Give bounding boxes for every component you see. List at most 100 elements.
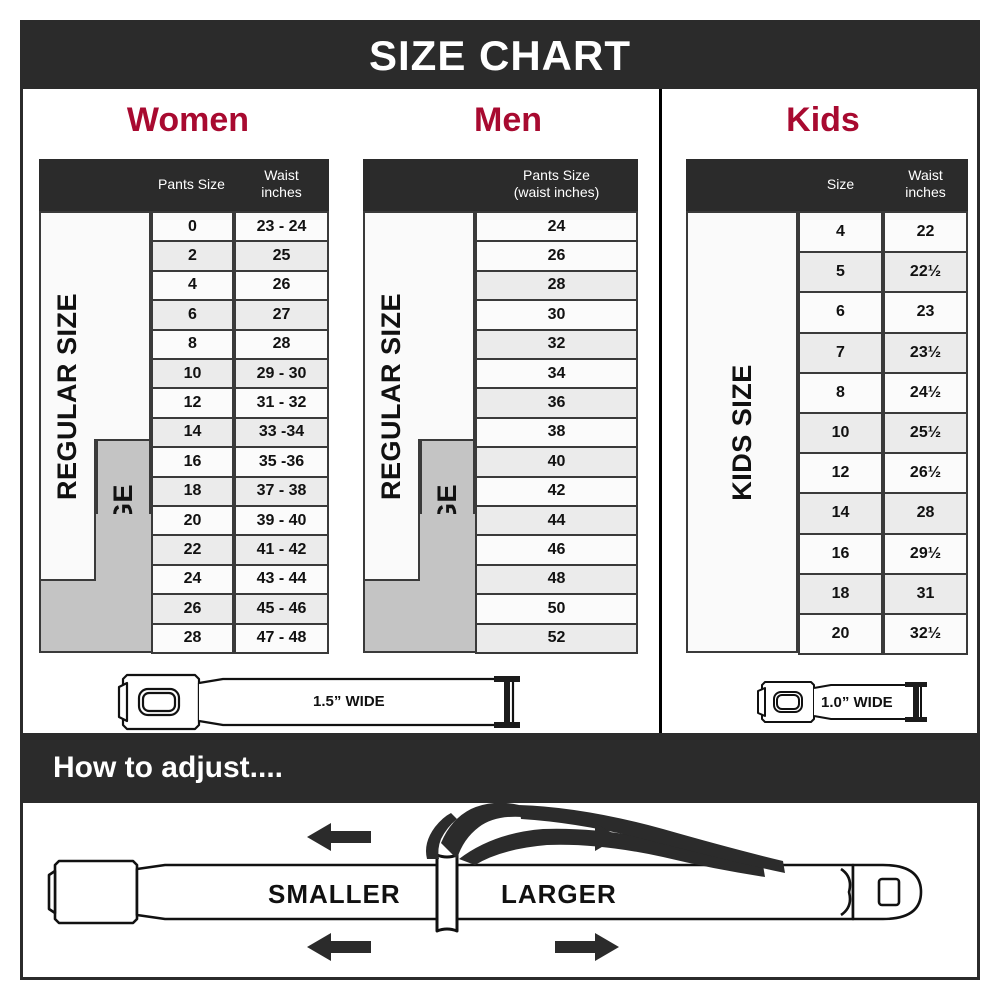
men-regular-extension: [418, 211, 475, 441]
kids-header-waist-line2: inches: [905, 184, 946, 200]
men-table: Pants Size (waist inches) X-LARGE REGULA…: [363, 159, 638, 659]
women-cell-size: 26: [151, 593, 234, 625]
women-header-waist: Waist inches: [234, 159, 329, 211]
women-group-regular: REGULAR SIZE: [39, 211, 96, 581]
women-cell-waist: 28: [234, 328, 329, 360]
vertical-divider: [659, 89, 662, 733]
kids-cell-size: 8: [798, 371, 883, 414]
men-cell-size: 48: [475, 563, 638, 596]
women-cell-waist: 31 - 32: [234, 387, 329, 419]
women-table: Pants Size Waist inches X-LARGE REGULAR …: [39, 159, 329, 659]
men-cell-size: 32: [475, 328, 638, 360]
width-caliper-wide: [494, 676, 520, 728]
men-group-regular: REGULAR SIZE: [363, 211, 420, 581]
men-cell-size: 34: [475, 358, 638, 390]
kids-header-waist-line1: Waist: [908, 167, 943, 184]
kids-cell-size: 12: [798, 452, 883, 495]
kids-group-label-text: KIDS SIZE: [726, 363, 757, 501]
kids-cell-waist: 25½: [883, 412, 968, 455]
women-cell-waist: 35 -36: [234, 446, 329, 478]
women-cell-size: 10: [151, 358, 234, 390]
women-cell-size: 6: [151, 299, 234, 331]
belt-width-label-narrow: 1.0” WIDE: [821, 694, 893, 711]
arrow-right-top-icon: [555, 823, 619, 851]
women-cell-size: 24: [151, 563, 234, 596]
kids-cell-size: 20: [798, 613, 883, 656]
women-cell-size: 20: [151, 505, 234, 537]
kids-cell-size: 6: [798, 291, 883, 334]
chart-frame: SIZE CHART Women Men Kids Pants Size Wai…: [20, 20, 980, 980]
kids-cell-waist: 24½: [883, 371, 968, 414]
women-cell-waist: 29 - 30: [234, 358, 329, 390]
women-cell-waist: 41 - 42: [234, 534, 329, 566]
women-cell-waist: 27: [234, 299, 329, 331]
women-cell-waist: 47 - 48: [234, 622, 329, 654]
women-cell-size: 18: [151, 475, 234, 507]
women-cell-size: 16: [151, 446, 234, 478]
kids-table-header: Size Waist inches: [686, 159, 968, 211]
adjust-belt-svg: SMALLER LARGER: [47, 803, 923, 961]
belt-svg-wide: [117, 673, 520, 731]
men-cell-size: 52: [475, 622, 638, 654]
how-to-adjust-bar: How to adjust....: [23, 733, 977, 803]
how-to-adjust-heading: How to adjust....: [53, 751, 283, 784]
women-header-waist-line2: inches: [261, 184, 302, 200]
kids-cell-waist: 23½: [883, 331, 968, 374]
women-cell-size: 28: [151, 622, 234, 654]
men-cell-size: 46: [475, 534, 638, 566]
adjust-illustration: SMALLER LARGER: [23, 803, 977, 977]
women-cell-waist: 43 - 44: [234, 563, 329, 596]
hand-icon: [426, 803, 785, 877]
men-header-line1: Pants Size: [523, 167, 590, 184]
kids-cell-size: 10: [798, 412, 883, 455]
men-cell-size: 36: [475, 387, 638, 419]
women-cell-size: 22: [151, 534, 234, 566]
women-cell-waist: 25: [234, 240, 329, 272]
kids-cell-size: 18: [798, 572, 883, 615]
women-cell-waist: 26: [234, 269, 329, 302]
kids-cell-size: 4: [798, 211, 883, 254]
kids-cell-size: 5: [798, 251, 883, 294]
section-heading-women: Women: [126, 101, 250, 139]
page-title: SIZE CHART: [369, 32, 631, 79]
kids-header-size: Size: [826, 175, 855, 192]
men-cell-size: 44: [475, 505, 638, 537]
kids-cell-waist: 22½: [883, 251, 968, 294]
men-group-regular-label: REGULAR SIZE: [376, 292, 407, 500]
kids-header-waist: Waist inches: [883, 159, 968, 211]
men-cell-size: 24: [475, 211, 638, 243]
men-table-header: Pants Size (waist inches): [363, 159, 638, 211]
kids-cell-waist: 22: [883, 211, 968, 254]
label-larger-text: LARGER: [501, 879, 617, 909]
kids-cell-waist: 23: [883, 291, 968, 334]
kids-group-label: KIDS SIZE: [686, 211, 798, 653]
kids-table: Size Waist inches KIDS SIZE Note: Not in…: [686, 159, 968, 659]
men-cell-size: 30: [475, 299, 638, 331]
women-cell-size: 0: [151, 211, 234, 243]
women-group-regular-label: REGULAR SIZE: [52, 292, 83, 500]
women-cell-waist: 33 -34: [234, 416, 329, 449]
men-cell-size: 28: [475, 269, 638, 302]
women-cell-waist: 23 - 24: [234, 211, 329, 243]
women-cell-size: 8: [151, 328, 234, 360]
women-regular-extension: [94, 211, 151, 441]
label-smaller-text: SMALLER: [268, 879, 401, 909]
kids-cell-size: 14: [798, 492, 883, 535]
width-caliper-narrow: [905, 682, 927, 722]
women-cell-waist: 37 - 38: [234, 475, 329, 507]
kids-cell-waist: 32½: [883, 613, 968, 656]
section-heading-kids: Kids: [786, 101, 860, 139]
belt-width-label-wide: 1.5” WIDE: [313, 693, 385, 710]
women-cell-size: 12: [151, 387, 234, 419]
belt-diagram-wide: 1.5” WIDE: [113, 669, 553, 734]
women-cell-size: 14: [151, 416, 234, 449]
kids-cell-waist: 26½: [883, 452, 968, 495]
kids-cell-waist: 29½: [883, 532, 968, 575]
belt-diagram-narrow: 1.0” WIDE: [753, 677, 938, 727]
arrow-left-top-icon: [307, 823, 371, 851]
women-cell-waist: 39 - 40: [234, 505, 329, 537]
belt-svg-narrow: [757, 681, 927, 723]
tables-area: Women Men Kids Pants Size Waist inches X…: [23, 89, 977, 733]
women-table-header: Pants Size Waist inches: [39, 159, 329, 211]
